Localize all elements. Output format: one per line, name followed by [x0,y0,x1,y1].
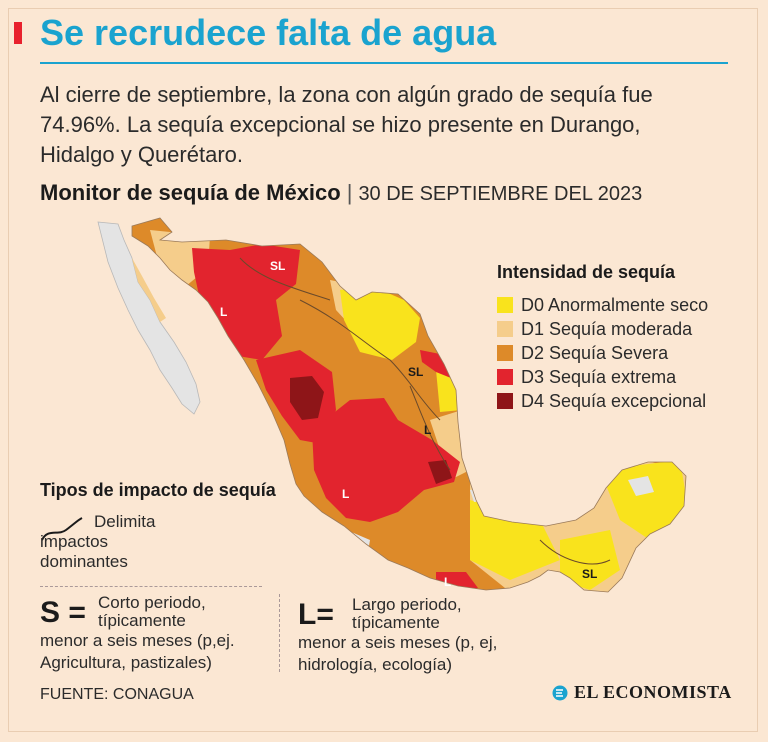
short-impact-line3: menor a seis meses (p,ej. [40,631,235,650]
zone-d0-yucatan [600,460,686,540]
legend-item-d3: D3 Sequía extrema [497,365,708,389]
map-label-l-san-luis: L [424,423,431,437]
legend-label-d0: D0 Anormalmente seco [521,294,709,315]
page-title: Se recrudece falta de agua [40,12,497,53]
map-label-sl-chihuahua: SL [270,259,285,273]
legend-item-d4: D4 Sequía excepcional [497,389,708,413]
impact-column-divider [279,594,280,672]
long-impact-line1: Largo periodo, [352,595,462,614]
long-impact-line4: hidrología, ecología) [298,655,453,674]
heading-separator: | [346,180,353,205]
map-label-l-jalisco: L [342,487,349,501]
short-impact-line4: Agricultura, pastizales) [40,653,212,672]
drought-legend: Intensidad de sequía D0 Anormalmente sec… [497,262,708,413]
map-label-l-guerrero: L [444,575,451,589]
mainland-outline [131,217,687,593]
map-label-sl-chiapas: SL [582,567,597,581]
legend-title: Intensidad de sequía [497,262,676,282]
impact-boundaries [239,257,611,565]
brand-e-icon [552,685,568,700]
long-impact-intro: Largo periodo, típicamente [352,596,462,632]
long-impact-line2: típicamente [352,613,440,632]
legend-label-d4: D4 Sequía excepcional [521,390,707,411]
boundary-line-icon [41,517,83,541]
brand-logo: EL ECONOMISTA [552,682,732,703]
map-label-l-sonora: L [220,305,227,319]
source-credit: FUENTE: CONAGUA [40,686,194,703]
zone-d0-northeast [340,286,420,360]
legend-label-d3: D3 Sequía extrema [521,366,677,387]
impact-boundary-east [409,385,451,471]
legend-swatch-d2 [497,345,513,361]
zone-none-yucatan [628,476,654,496]
intro-text: Al cierre de septiembre, la zona con alg… [40,82,653,167]
zone-d4-hidalgo-queretaro [428,460,452,484]
impact-labels: SL L SL L L L SL [220,259,597,589]
impact-types-title: Tipos de impacto de sequía [40,480,276,500]
boundary-line-label: Delimita impactos dominantes [40,512,156,571]
map-label-sl-nuevo-leon: SL [408,365,423,379]
long-impact-detail: menor a seis meses (p, ej, hidrología, e… [298,632,497,676]
long-impact-letter: L= [298,598,334,631]
zone-d0-chiapas [560,530,620,590]
short-impact-line2: típicamente [98,611,186,630]
short-impact-detail: menor a seis meses (p,ej. Agricultura, p… [40,630,235,674]
brand-name: EL ECONOMISTA [574,682,732,702]
legend-item-d0: D0 Anormalmente seco [497,293,708,317]
impact-divider [40,586,262,587]
impact-boundary-north [239,257,331,301]
zone-d4-durango [290,376,324,420]
impact-boundary-south [539,539,611,565]
legend-item-d1: D1 Sequía moderada [497,317,708,341]
legend-swatch-d4 [497,393,513,409]
map-date: 30 DE SEPTIEMBRE DEL 2023 [358,183,643,205]
long-impact-line3: menor a seis meses (p, ej, [298,633,498,652]
zone-d3-central [312,398,460,522]
map-heading: Monitor de sequía de México | 30 DE SEPTIE… [40,180,642,206]
short-impact-intro: Corto periodo, típicamente [98,594,206,630]
short-impact-letter: S = [40,596,86,629]
legend-label-d2: D2 Sequía Severa [521,342,669,363]
legend-swatch-d1 [497,321,513,337]
title-underline [40,62,728,64]
legend-swatch-d0 [497,297,513,313]
legend-item-d2: D2 Sequía Severa [497,341,708,365]
title-accent-bar [14,22,22,44]
impact-boundary-center [299,299,441,421]
legend-swatch-d3 [497,369,513,385]
map-title: Monitor de sequía de México [40,180,341,205]
short-impact-line1: Corto periodo, [98,593,206,612]
infographic-frame [8,8,758,732]
legend-label-d1: D1 Sequía moderada [521,318,693,339]
baja-california-edge-d1 [132,258,166,322]
